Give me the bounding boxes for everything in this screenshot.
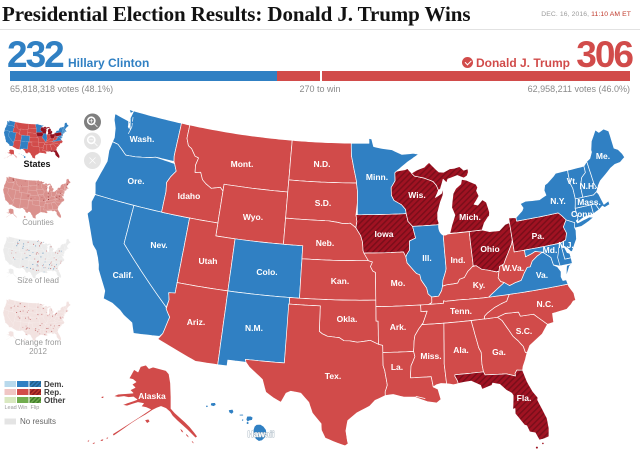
svg-text:Mont.: Mont. (231, 159, 254, 169)
svg-text:Wash.: Wash. (130, 134, 155, 144)
svg-text:Kan.: Kan. (331, 276, 349, 286)
svg-text:Ore.: Ore. (127, 176, 144, 186)
svg-text:N.Y.: N.Y. (550, 196, 566, 206)
svg-text:Ala.: Ala. (453, 345, 469, 355)
svg-text:N.M.: N.M. (245, 323, 263, 333)
svg-text:Md.: Md. (543, 245, 558, 255)
svg-text:N.H.: N.H. (580, 181, 597, 191)
svg-text:States: States (23, 159, 50, 169)
svg-text:Wyo.: Wyo. (243, 212, 263, 222)
svg-text:Other: Other (44, 396, 65, 405)
svg-text:Ga.: Ga. (492, 347, 506, 357)
svg-text:Fla.: Fla. (517, 393, 532, 403)
svg-text:Dem.: Dem. (44, 380, 64, 389)
svg-text:Neb.: Neb. (316, 238, 334, 248)
svg-text:Counties: Counties (22, 218, 54, 227)
svg-text:Va.: Va. (536, 270, 548, 280)
svg-text:Ill.: Ill. (422, 253, 431, 263)
svg-text:Vt.: Vt. (567, 176, 578, 186)
svg-text:N.J.: N.J. (558, 240, 574, 250)
svg-text:N.D.: N.D. (314, 159, 331, 169)
svg-text:S.C.: S.C. (516, 326, 533, 336)
svg-text:Tex.: Tex. (325, 371, 341, 381)
svg-text:Mich.: Mich. (459, 212, 481, 222)
svg-text:Iowa: Iowa (375, 229, 394, 239)
svg-text:Ark.: Ark. (390, 322, 407, 332)
svg-text:S.D.: S.D. (315, 198, 332, 208)
svg-text:Miss.: Miss. (420, 351, 441, 361)
svg-text:Minn.: Minn. (366, 172, 388, 182)
svg-text:Nev.: Nev. (150, 240, 167, 250)
svg-text:No results: No results (20, 417, 56, 426)
svg-text:Idaho: Idaho (178, 191, 201, 201)
svg-text:Tenn.: Tenn. (450, 306, 472, 316)
svg-text:Utah: Utah (199, 256, 218, 266)
svg-text:Size of lead: Size of lead (17, 276, 59, 285)
svg-text:N.C.: N.C. (537, 299, 554, 309)
svg-text:Lead: Lead (5, 405, 17, 411)
svg-text:Hawaii: Hawaii (248, 429, 275, 439)
svg-text:Conn.: Conn. (571, 209, 595, 219)
svg-text:Flip: Flip (31, 405, 40, 411)
svg-text:Alaska: Alaska (138, 391, 166, 401)
svg-text:La.: La. (391, 362, 403, 372)
svg-text:Mo.: Mo. (391, 278, 406, 288)
svg-text:Ariz.: Ariz. (187, 317, 205, 327)
svg-text:Ohio: Ohio (480, 244, 499, 254)
svg-text:Rep.: Rep. (44, 388, 61, 397)
svg-text:Calif.: Calif. (113, 270, 134, 280)
svg-text:W.Va.: W.Va. (502, 263, 524, 273)
svg-text:Change from: Change from (15, 338, 62, 347)
svg-text:Ind.: Ind. (450, 255, 465, 265)
svg-text:Mass.: Mass. (577, 197, 601, 207)
svg-text:Pa.: Pa. (532, 231, 545, 241)
svg-text:Wis.: Wis. (408, 190, 425, 200)
svg-text:Ky.: Ky. (473, 280, 486, 290)
svg-text:Colo.: Colo. (256, 267, 277, 277)
svg-text:Win: Win (18, 405, 27, 411)
svg-text:Me.: Me. (596, 151, 610, 161)
svg-text:2012: 2012 (29, 347, 47, 356)
svg-text:Okla.: Okla. (337, 314, 358, 324)
